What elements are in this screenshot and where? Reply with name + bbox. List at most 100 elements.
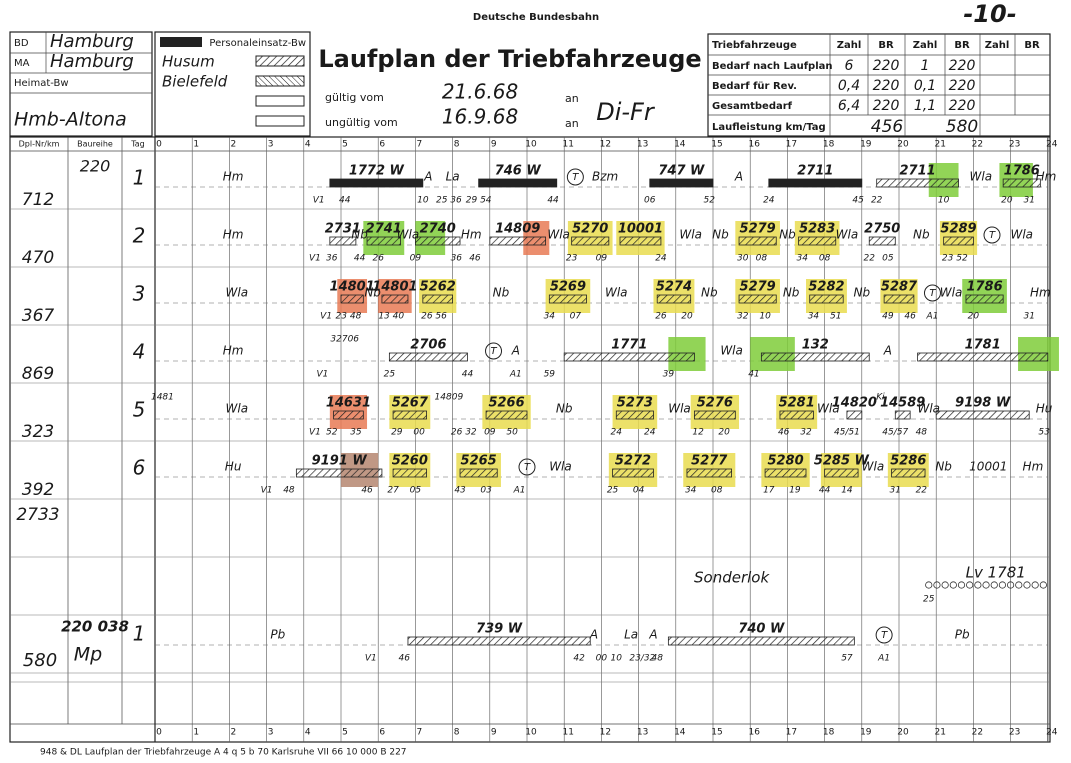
time-note: 46 xyxy=(904,312,916,322)
time-note: 24 xyxy=(655,254,667,264)
summary-value: 0,4 xyxy=(838,78,860,94)
train-number: 5282 xyxy=(808,280,844,295)
time-note: 09 xyxy=(484,428,496,438)
sonderlok-chain xyxy=(998,581,1007,589)
time-note: A1 xyxy=(877,654,890,664)
km-value: 323 xyxy=(22,422,54,442)
station-note: Wla xyxy=(547,228,570,242)
sonderlok-chain xyxy=(925,581,933,589)
train-hatched xyxy=(340,294,364,304)
train-hatched xyxy=(329,236,357,246)
time-note: 45/57 xyxy=(882,428,908,438)
hour-label: 0 xyxy=(156,728,162,738)
legend-label: Husum xyxy=(162,53,215,71)
days: Di-Fr xyxy=(596,98,656,126)
header-frame xyxy=(9,31,1051,137)
train-hatched xyxy=(381,294,409,304)
day-number: 4 xyxy=(133,340,146,364)
station-note: Wla xyxy=(605,286,628,300)
time-note: 52 xyxy=(704,196,716,206)
time-note: 29 54 xyxy=(466,196,492,206)
km-value: 580 xyxy=(23,650,57,671)
time-note: 29 xyxy=(391,428,403,438)
hour-label: 22 xyxy=(972,140,983,150)
sonderlok-chain xyxy=(1015,581,1023,589)
train-number: 1786 xyxy=(1004,164,1040,179)
time-note: 48 xyxy=(283,486,295,496)
summary-value: Zahl xyxy=(837,40,862,51)
time-note: 50 xyxy=(506,428,518,438)
train-hatched xyxy=(868,236,896,246)
time-note: V1 xyxy=(261,486,273,496)
train-hatched xyxy=(407,636,591,646)
summary-value: 220 xyxy=(873,78,900,94)
day-number: 5 xyxy=(133,398,146,422)
time-note: A1 xyxy=(513,486,526,496)
train-number: 5272 xyxy=(615,454,651,469)
terminal-mark xyxy=(566,168,584,186)
time-note: 31 xyxy=(1023,312,1034,322)
train-hatched xyxy=(656,294,692,304)
time-note: V1 xyxy=(316,370,328,380)
train-number: 5273 xyxy=(617,396,653,411)
train-number: 5265 xyxy=(461,454,497,469)
train-number: 1771 xyxy=(611,338,647,353)
time-note: 20 xyxy=(718,428,730,438)
sonderlok-chain xyxy=(982,581,990,589)
time-note: 10 xyxy=(417,196,429,206)
sonderlok-label: Sonderlok xyxy=(694,569,770,587)
train-hatched xyxy=(876,178,959,188)
station-note: T xyxy=(929,288,936,299)
sonderlok-chain xyxy=(941,581,949,589)
document-title: Laufplan der Triebfahrzeuge xyxy=(318,45,701,73)
hour-label: 6 xyxy=(379,140,385,150)
train-hatched xyxy=(824,468,859,478)
hour-label: 0 xyxy=(156,140,162,150)
mileage-label: Laufleistung km/Tag xyxy=(712,122,826,133)
train-hatched xyxy=(392,410,427,420)
train-hatched xyxy=(615,410,654,420)
station-note: A xyxy=(423,170,432,184)
terminal-mark xyxy=(983,226,1001,244)
train-hatched xyxy=(798,236,837,246)
valid-to: 16.9.68 xyxy=(442,105,518,129)
time-note: 44 xyxy=(819,486,831,496)
hour-label: 6 xyxy=(379,728,385,738)
train-number: 2711 xyxy=(900,164,936,179)
sonderlok-chain xyxy=(1006,581,1015,589)
time-note: 20 xyxy=(681,312,693,322)
train-hatched xyxy=(943,236,974,246)
summary-value: 6,4 xyxy=(838,98,860,114)
time-note: 59 xyxy=(544,370,556,380)
station-note: A xyxy=(734,170,743,184)
train-hatched xyxy=(917,352,1049,362)
time-note: 53 xyxy=(1038,428,1050,438)
day-number: 1 xyxy=(133,622,146,646)
station-note: T xyxy=(881,630,888,641)
legend-label: Bielefeld xyxy=(162,73,228,91)
time-note: 04 xyxy=(633,486,645,496)
station-note: Hm xyxy=(461,228,482,242)
time-note: 34 xyxy=(544,312,556,322)
hour-label: 22 xyxy=(972,728,983,738)
time-note: 00 xyxy=(413,428,425,438)
station-note: Wla xyxy=(397,228,420,242)
train-hatched xyxy=(485,410,528,420)
time-note: 26 xyxy=(655,312,667,322)
train-number: 1786 xyxy=(966,280,1002,295)
time-note: 49 xyxy=(882,312,894,322)
time-note: 30 xyxy=(737,254,749,264)
train-hatched xyxy=(489,236,546,246)
hour-label: 1 xyxy=(193,140,199,150)
extra-km: 2733 xyxy=(16,505,59,525)
train-number: 2711 xyxy=(797,164,833,179)
hour-label: 13 xyxy=(637,140,648,150)
summary-value: 0,1 xyxy=(914,78,936,94)
time-note: 08 xyxy=(819,254,831,264)
sonderlok-chain xyxy=(990,581,998,589)
train-number: 5286 xyxy=(890,454,926,469)
train-number: 5266 xyxy=(488,396,524,411)
km-value: 367 xyxy=(22,306,55,326)
train-number: 14801 xyxy=(372,280,417,295)
station-note: La xyxy=(446,170,460,184)
